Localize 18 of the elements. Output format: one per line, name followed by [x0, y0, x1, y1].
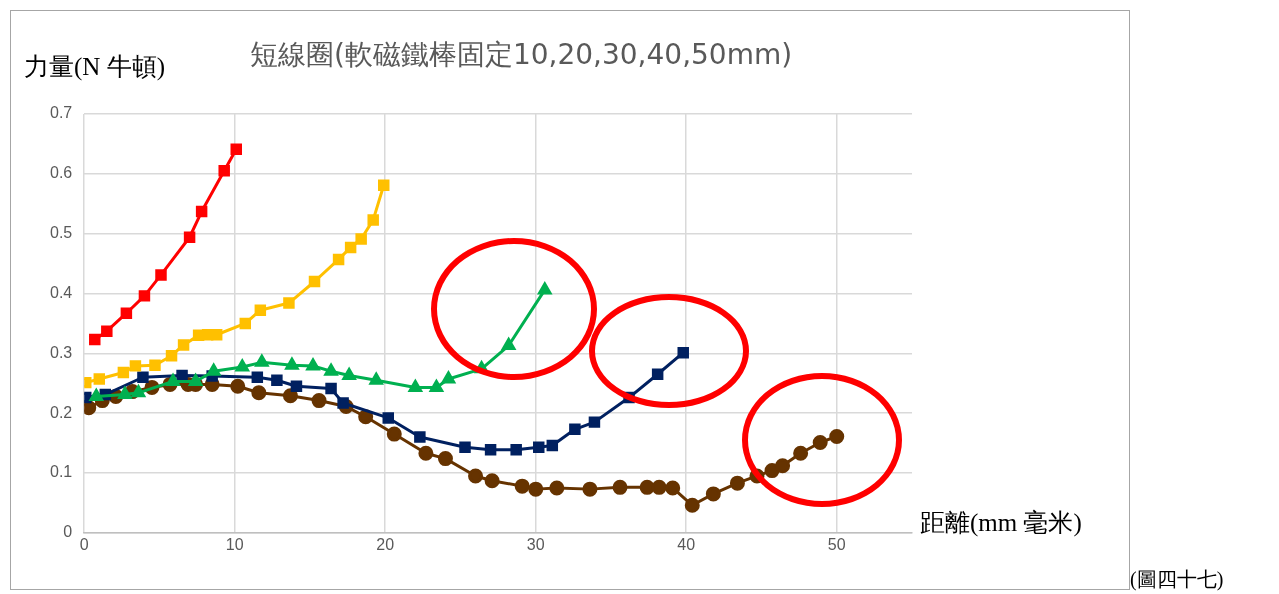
y-tick-label: 0.6: [49, 164, 73, 182]
x-tick-label: 10: [225, 535, 244, 553]
x-axis-title: 距離(mm 毫米): [920, 508, 1082, 539]
y-axis-title: 力量(N 牛頓): [24, 52, 165, 83]
text: (圖四十七): [1130, 567, 1224, 593]
y-tick-label: 0.1: [49, 463, 73, 481]
x-tick-label: 0: [79, 535, 89, 553]
y-tick-label: 0.2: [49, 403, 73, 421]
y-tick-label: 0.5: [49, 224, 73, 242]
y-tick-label: 0: [63, 523, 73, 541]
x-tick-label: 30: [526, 535, 545, 553]
x-tick-label: 50: [827, 535, 846, 553]
y-tick-label: 0.7: [49, 104, 73, 122]
y-tick-label: 0.3: [49, 343, 73, 361]
chart-title: 短線圈(軟磁鐵棒固定10,20,30,40,50mm): [250, 37, 793, 73]
y-tick-label: 0.4: [49, 283, 73, 301]
x-tick-label: 40: [677, 535, 696, 553]
x-tick-label: 20: [376, 535, 395, 553]
